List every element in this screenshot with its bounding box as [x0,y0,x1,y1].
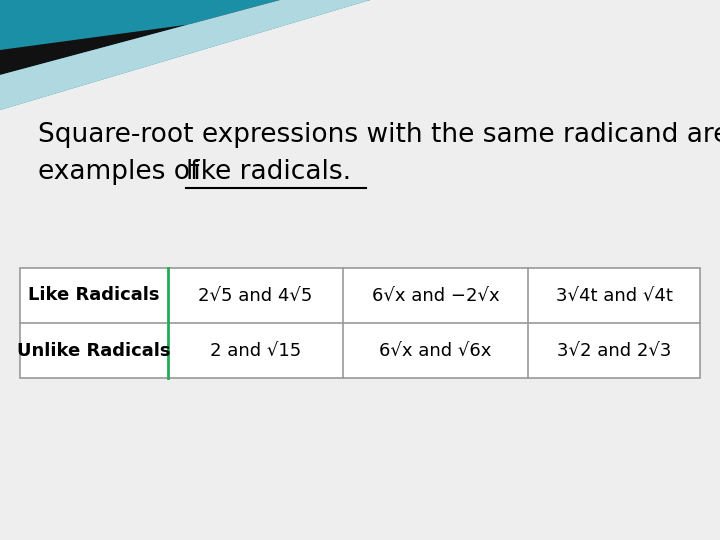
Text: 2 and √15: 2 and √15 [210,341,301,360]
Text: 2√5 and 4√5: 2√5 and 4√5 [198,287,312,305]
Text: examples of: examples of [38,159,208,185]
Text: Like Radicals: Like Radicals [28,287,160,305]
Text: 3√2 and 2√3: 3√2 and 2√3 [557,341,671,360]
Text: Square-root expressions with the same radicand are: Square-root expressions with the same ra… [38,122,720,148]
Text: like radicals.: like radicals. [186,159,351,185]
Text: 6√x and √6x: 6√x and √6x [379,341,492,360]
Bar [20,268,700,378]
Polygon shape [0,0,370,110]
Text: Unlike Radicals: Unlike Radicals [17,341,171,360]
Polygon shape [0,0,370,110]
Polygon shape [0,0,370,75]
Text: 6√x and −2√x: 6√x and −2√x [372,287,499,305]
Text: 3√4t and √4t: 3√4t and √4t [556,287,672,305]
